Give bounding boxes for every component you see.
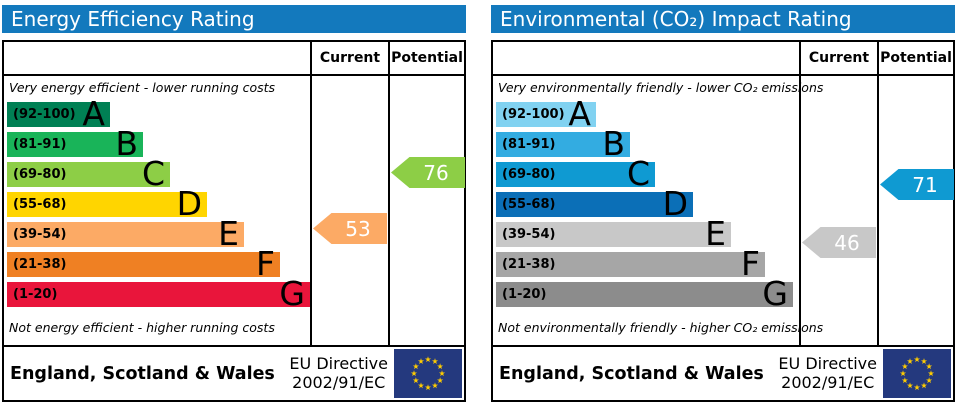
band-letter: F <box>741 244 760 283</box>
band-row-c: (69-80) C <box>7 154 170 193</box>
potential-column-header: Potential <box>880 50 952 66</box>
footer-divider <box>4 345 464 347</box>
band-range: (55-68) <box>502 197 556 212</box>
band-range: (1-20) <box>502 287 547 302</box>
band-row-f: (21-38) F <box>7 244 280 283</box>
energy-efficiency-panel: Energy Efficiency Rating Current Potenti… <box>0 0 467 404</box>
eu-directive-label: EU Directive 2002/91/EC <box>778 354 877 392</box>
band-letter: D <box>176 184 202 223</box>
band-row-b: (81-91) B <box>496 124 630 163</box>
environmental-impact-panel: Environmental (CO₂) Impact Rating Curren… <box>489 0 956 404</box>
bottom-note: Not energy efficient - higher running co… <box>9 320 275 335</box>
band-letter: A <box>82 94 105 133</box>
band-letter: C <box>626 154 650 193</box>
band-range: (69-80) <box>13 167 67 182</box>
band-letter: F <box>256 244 275 283</box>
eu-directive-line2: 2002/91/EC <box>781 372 875 392</box>
panel-title: Environmental (CO₂) Impact Rating <box>491 5 955 33</box>
region-label: England, Scotland & Wales <box>10 363 275 384</box>
band-letter: B <box>602 124 625 163</box>
eu-directive-line1: EU Directive <box>289 354 388 374</box>
band-row-g: (1-20) G <box>496 274 793 313</box>
band-row-e: (39-54) E <box>496 214 731 253</box>
top-note: Very energy efficient - lower running co… <box>9 80 276 95</box>
header-row-divider <box>493 74 953 76</box>
eu-directive-line1: EU Directive <box>778 354 877 374</box>
current-column-header: Current <box>319 50 381 66</box>
header-row-divider <box>4 74 464 76</box>
potential-column-divider <box>877 42 879 347</box>
band-row-g: (1-20) G <box>7 274 310 313</box>
band-letter: D <box>662 184 688 223</box>
band-letter: B <box>115 124 138 163</box>
band-letter: E <box>218 214 239 253</box>
band-row-a: (92-100) A <box>496 94 596 133</box>
eu-directive-line2: 2002/91/EC <box>292 372 386 392</box>
band-range: (69-80) <box>502 167 556 182</box>
band-range: (21-38) <box>502 257 556 272</box>
band-letter: C <box>141 154 165 193</box>
current-column-divider <box>799 42 801 347</box>
band-range: (92-100) <box>502 107 565 122</box>
band-range: (39-54) <box>502 227 556 242</box>
band-row-a: (92-100) A <box>7 94 110 133</box>
footer: England, Scotland & Wales EU Directive 2… <box>493 347 953 400</box>
eu-flag-icon <box>394 349 462 398</box>
region-label: England, Scotland & Wales <box>499 363 764 384</box>
band-letter: E <box>705 214 726 253</box>
band-range: (92-100) <box>13 107 76 122</box>
band-range: (1-20) <box>13 287 58 302</box>
panel-title: Energy Efficiency Rating <box>2 5 466 33</box>
band-row-f: (21-38) F <box>496 244 765 283</box>
top-note: Very environmentally friendly - lower CO… <box>498 80 824 95</box>
band-range: (81-91) <box>502 137 556 152</box>
rating-table: Current Potential Very energy efficient … <box>2 40 466 402</box>
band-letter: G <box>279 274 305 313</box>
band-row-e: (39-54) E <box>7 214 244 253</box>
potential-rating-arrow: 71 <box>880 169 954 200</box>
footer-divider <box>493 345 953 347</box>
current-rating-arrow: 46 <box>802 227 876 258</box>
band-row-c: (69-80) C <box>496 154 655 193</box>
band-letter: A <box>568 94 591 133</box>
band-range: (21-38) <box>13 257 67 272</box>
eu-directive-label: EU Directive 2002/91/EC <box>289 354 388 392</box>
eu-flag-icon <box>883 349 951 398</box>
potential-column-header: Potential <box>391 50 463 66</box>
band-row-d: (55-68) D <box>496 184 693 223</box>
potential-rating-arrow: 76 <box>391 157 465 188</box>
band-row-d: (55-68) D <box>7 184 207 223</box>
rating-table: Current Potential Very environmentally f… <box>491 40 955 402</box>
footer: England, Scotland & Wales EU Directive 2… <box>4 347 464 400</box>
bottom-note: Not environmentally friendly - higher CO… <box>498 320 824 335</box>
band-range: (55-68) <box>13 197 67 212</box>
current-rating-arrow: 53 <box>313 213 387 244</box>
band-range: (81-91) <box>13 137 67 152</box>
band-row-b: (81-91) B <box>7 124 143 163</box>
potential-column-divider <box>388 42 390 347</box>
current-column-header: Current <box>808 50 870 66</box>
current-column-divider <box>310 42 312 347</box>
band-range: (39-54) <box>13 227 67 242</box>
band-letter: G <box>762 274 788 313</box>
